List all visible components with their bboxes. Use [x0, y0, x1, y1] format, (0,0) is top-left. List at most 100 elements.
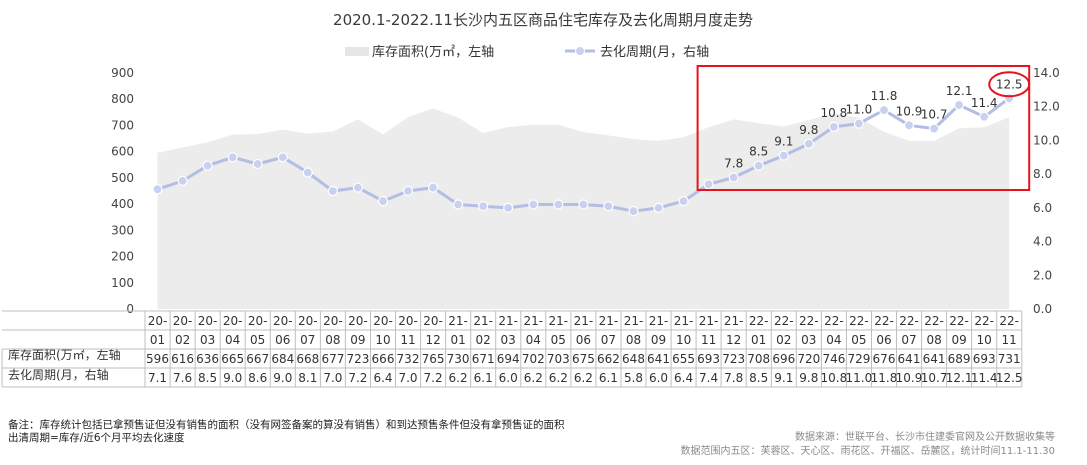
x-axis-tick-month: 01	[450, 333, 465, 347]
table-cell-inventory: 693	[697, 352, 720, 366]
x-axis-tick-year: 22-	[974, 314, 994, 328]
line-point	[953, 99, 965, 111]
line-point	[878, 104, 890, 116]
x-axis-tick-month: 05	[250, 333, 265, 347]
table-cell-cycle: 9.1	[774, 371, 793, 385]
line-point	[853, 118, 865, 129]
line-point	[553, 199, 564, 210]
x-axis-tick-month: 06	[876, 333, 891, 347]
x-axis-tick-year: 22-	[849, 314, 869, 328]
right-axis-tick: 6.0	[1033, 201, 1052, 215]
table-cell-inventory: 702	[522, 352, 545, 366]
table-cell-inventory: 655	[672, 352, 695, 366]
line-value-label: 12.5	[996, 77, 1023, 91]
table-cell-inventory: 731	[998, 352, 1021, 366]
x-axis-tick-year: 20-	[398, 314, 418, 328]
line-point	[703, 179, 714, 190]
table-row1-label: 库存面积(万㎡，左轴	[8, 347, 121, 362]
table-cell-cycle: 11.0	[846, 371, 873, 385]
table-cell-inventory: 732	[397, 352, 420, 366]
line-point	[578, 199, 589, 210]
line-value-label: 10.9	[896, 104, 923, 118]
left-axis-tick: 200	[111, 250, 134, 264]
line-value-label: 9.8	[799, 123, 818, 137]
x-axis-tick-year: 21-	[574, 314, 594, 328]
line-point	[478, 201, 489, 212]
left-axis-tick: 700	[111, 118, 134, 132]
x-axis-tick-month: 02	[776, 333, 791, 347]
x-axis-tick-year: 21-	[548, 314, 568, 328]
legend-line-label: 去化周期(月，右轴	[600, 45, 709, 60]
x-axis-tick-year: 22-	[824, 314, 844, 328]
table-cell-inventory: 729	[847, 352, 870, 366]
x-axis-tick-year: 21-	[674, 314, 694, 328]
x-axis-tick-month: 04	[225, 333, 240, 347]
right-axis-tick: 4.0	[1033, 235, 1052, 249]
left-axis-tick: 100	[111, 276, 134, 290]
table-cell-cycle: 6.2	[449, 371, 468, 385]
table-cell-cycle: 7.2	[348, 371, 367, 385]
line-point	[528, 199, 539, 210]
x-axis-tick-month: 02	[175, 333, 190, 347]
legend: 库存面积(万㎡，左轴 去化周期(月，右轴	[345, 44, 709, 60]
legend-area-label: 库存面积(万㎡，左轴	[372, 44, 494, 60]
line-value-label: 11.0	[846, 103, 873, 117]
line-point	[453, 199, 464, 210]
line-point	[327, 185, 338, 197]
x-axis-tick-year: 22-	[799, 314, 819, 328]
table-cell-inventory: 616	[171, 352, 194, 366]
x-axis-tick-month: 06	[576, 333, 591, 347]
table-cell-cycle: 9.8	[799, 371, 818, 385]
line-value-labels: 7.8 8.5 9.1 9.810.811.011.810.910.7 12.111.4…	[724, 77, 1022, 170]
table-cell-inventory: 675	[572, 352, 595, 366]
line-point	[678, 196, 689, 207]
left-axis-tick: 600	[111, 145, 134, 159]
x-axis-tick-month: 03	[501, 333, 516, 347]
table-cell-inventory: 696	[772, 352, 795, 366]
footnote-line1: 备注：库存统计包括已拿预售证但没有销售的面积（没有网签备案的算没有销售）和到达预…	[8, 418, 565, 431]
table-cell-inventory: 689	[948, 352, 971, 366]
table-cell-cycle: 5.8	[624, 371, 643, 385]
line-series	[152, 93, 1015, 217]
x-axis-tick-month: 03	[801, 333, 816, 347]
table-cell-inventory: 723	[722, 352, 745, 366]
table-cell-inventory: 671	[472, 352, 495, 366]
line-point	[302, 167, 313, 178]
table-cell-cycle: 12.5	[996, 371, 1023, 385]
right-axis-tick: 8.0	[1033, 167, 1052, 181]
table-cell-inventory: 708	[747, 352, 770, 366]
x-axis-tick-month: 01	[751, 333, 766, 347]
x-axis-tick-year: 20-	[148, 314, 168, 328]
line-point	[252, 158, 263, 170]
line-point	[628, 206, 639, 217]
line-value-label: 9.1	[774, 135, 793, 149]
line-point	[803, 138, 814, 149]
table-cell-cycle: 7.4	[699, 371, 718, 385]
x-axis-tick-month: 11	[701, 333, 716, 347]
left-axis: 0 100 200 300 400 500 600 700 800 900	[111, 66, 134, 316]
table-cell-inventory: 648	[622, 352, 645, 366]
x-axis-tick-month: 05	[851, 333, 866, 347]
line-point	[503, 202, 514, 213]
x-axis-tick-year: 20-	[423, 314, 443, 328]
x-axis-tick-month: 10	[375, 333, 390, 347]
table-cell-inventory: 668	[296, 352, 319, 366]
table-cell-cycle: 8.1	[298, 371, 317, 385]
line-point	[728, 172, 739, 183]
table-cell-cycle: 6.0	[649, 371, 668, 385]
line-point	[828, 121, 840, 133]
x-axis-tick-year: 22-	[749, 314, 769, 328]
x-axis-tick-year: 21-	[699, 314, 719, 328]
table-cell-inventory: 746	[822, 352, 845, 366]
right-axis-tick: 0.0	[1033, 302, 1052, 316]
x-axis-tick-month: 12	[726, 333, 741, 347]
x-axis-tick-year: 22-	[924, 314, 944, 328]
x-axis-tick-month: 01	[150, 333, 165, 347]
left-axis-tick: 0	[126, 302, 134, 316]
table-cell-cycle: 7.0	[398, 371, 417, 385]
table-cell-cycle: 7.8	[724, 371, 743, 385]
line-point	[202, 160, 213, 171]
x-axis-tick-month: 09	[951, 333, 966, 347]
legend-line-marker	[575, 46, 585, 56]
x-axis-tick-year: 21-	[523, 314, 543, 328]
